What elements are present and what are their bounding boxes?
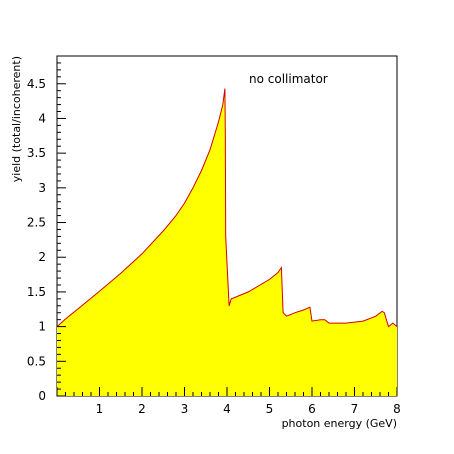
minor-ticks [57,55,389,396]
yield-curve-line [56,88,398,328]
y-tick-label: 4 [38,111,46,125]
x-tick-label: 5 [266,402,274,416]
yield-area-fill [57,88,397,396]
y-tick-label: 0.5 [27,354,46,368]
x-tick-label: 3 [181,402,189,416]
x-tick-labels: 1 2 3 4 5 6 7 8 [96,402,401,416]
x-axis-label: photon energy (GeV) [282,417,397,430]
x-tick-label: 7 [351,402,359,416]
y-tick-label: 0 [38,389,46,403]
y-tick-labels: 0 0.5 1 1.5 2 2.5 3 3.5 4 4.5 [27,77,46,403]
y-tick-label: 3.5 [27,146,46,160]
x-tick-label: 6 [308,402,316,416]
x-tick-label: 4 [223,402,231,416]
y-tick-label: 2.5 [27,216,46,230]
y-tick-label: 2 [38,250,46,264]
y-tick-label: 3 [38,181,46,195]
y-tick-label: 1 [38,320,46,334]
y-tick-label: 1.5 [27,285,46,299]
major-ticks [56,83,398,397]
x-tick-label: 1 [96,402,104,416]
no-collimator-annotation: no collimator [249,72,328,86]
y-axis-label: yield (total/incoherent) [10,56,23,182]
y-tick-label: 4.5 [27,77,46,91]
x-tick-label: 8 [393,402,401,416]
x-tick-label: 2 [138,402,146,416]
